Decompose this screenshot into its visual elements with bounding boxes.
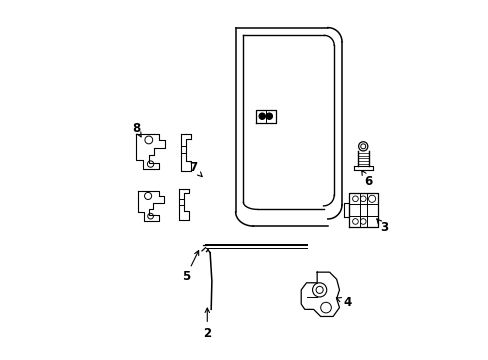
- Text: 7: 7: [189, 161, 197, 174]
- Polygon shape: [301, 272, 339, 316]
- Polygon shape: [179, 189, 188, 220]
- Polygon shape: [343, 203, 348, 217]
- Text: 3: 3: [380, 221, 388, 234]
- Text: 5: 5: [182, 270, 190, 283]
- Polygon shape: [138, 191, 163, 221]
- Text: 2: 2: [203, 327, 211, 339]
- Circle shape: [265, 113, 272, 120]
- Polygon shape: [354, 166, 372, 170]
- Polygon shape: [181, 134, 191, 171]
- Text: 8: 8: [132, 122, 140, 135]
- Polygon shape: [136, 134, 164, 169]
- Text: 6: 6: [364, 175, 372, 188]
- Circle shape: [259, 113, 265, 120]
- Polygon shape: [255, 110, 275, 123]
- Polygon shape: [348, 193, 377, 227]
- Text: 4: 4: [343, 296, 351, 309]
